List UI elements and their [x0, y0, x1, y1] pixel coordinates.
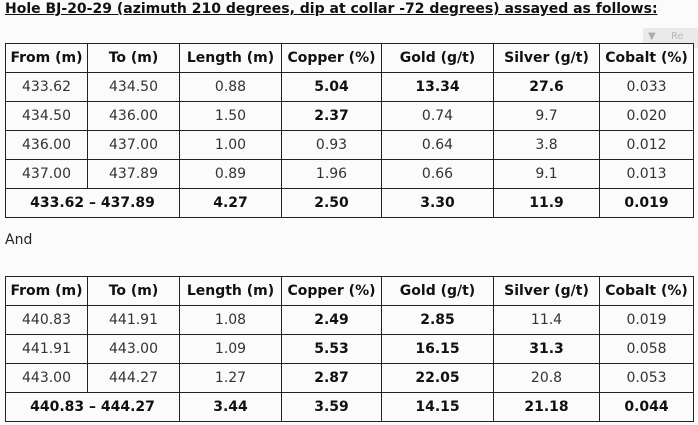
cell-gold: 0.74 — [381, 101, 494, 131]
table-row: 441.91 443.00 1.09 5.53 16.15 31.3 0.058 — [5, 334, 694, 364]
table-body: 433.62 434.50 0.88 5.04 13.34 27.6 0.033 434.50… — [5, 72, 694, 218]
col-header-cobalt: Cobalt (%) — [599, 276, 694, 306]
cell-to: 437.89 — [87, 159, 180, 189]
table-row: 440.83 441.91 1.08 2.49 2.85 11.4 0.019 — [5, 305, 694, 335]
cell-cobalt: 0.020 — [599, 101, 694, 131]
table-header-row: From (m) To (m) Length (m) Copper (%) Go… — [5, 276, 694, 306]
cell-length: 1.00 — [179, 130, 282, 160]
cell-cobalt: 0.053 — [599, 363, 694, 393]
cell-cobalt: 0.013 — [599, 159, 694, 189]
total-silver: 11.9 — [493, 188, 600, 218]
col-header-gold: Gold (g/t) — [381, 276, 494, 306]
page-heading: Hole BJ-20-29 (azimuth 210 degrees, dip … — [5, 1, 658, 17]
total-gold: 14.15 — [381, 392, 494, 422]
table-row: 443.00 444.27 1.27 2.87 22.05 20.8 0.053 — [5, 363, 694, 393]
assay-table-2: From (m) To (m) Length (m) Copper (%) Go… — [5, 276, 694, 422]
cell-gold: 0.64 — [381, 130, 494, 160]
cell-gold: 13.34 — [381, 72, 494, 102]
cell-length: 1.27 — [179, 363, 282, 393]
cell-copper: 1.96 — [281, 159, 382, 189]
col-header-copper: Copper (%) — [281, 276, 382, 306]
col-header-gold: Gold (g/t) — [381, 43, 494, 73]
total-cobalt: 0.019 — [599, 188, 694, 218]
cell-to: 434.50 — [87, 72, 180, 102]
cell-cobalt: 0.012 — [599, 130, 694, 160]
cell-copper: 2.49 — [281, 305, 382, 335]
total-silver: 21.18 — [493, 392, 600, 422]
cell-copper: 5.04 — [281, 72, 382, 102]
cell-from: 434.50 — [5, 101, 88, 131]
col-header-length: Length (m) — [179, 276, 282, 306]
cell-length: 1.08 — [179, 305, 282, 335]
cell-from: 436.00 — [5, 130, 88, 160]
cell-gold: 16.15 — [381, 334, 494, 364]
table-row: 434.50 436.00 1.50 2.37 0.74 9.7 0.020 — [5, 101, 694, 131]
cell-length: 0.89 — [179, 159, 282, 189]
table-row: 436.00 437.00 1.00 0.93 0.64 3.8 0.012 — [5, 130, 694, 160]
cell-cobalt: 0.019 — [599, 305, 694, 335]
widget-label: Re — [671, 31, 684, 42]
cell-to: 444.27 — [87, 363, 180, 393]
col-header-silver: Silver (g/t) — [493, 276, 600, 306]
col-header-copper: Copper (%) — [281, 43, 382, 73]
cell-copper: 2.37 — [281, 101, 382, 131]
cell-silver: 27.6 — [493, 72, 600, 102]
total-length: 4.27 — [179, 188, 282, 218]
cell-copper: 5.53 — [281, 334, 382, 364]
table-header-row: From (m) To (m) Length (m) Copper (%) Go… — [5, 43, 694, 73]
col-header-from: From (m) — [5, 276, 88, 306]
cell-length: 1.09 — [179, 334, 282, 364]
col-header-to: To (m) — [87, 43, 180, 73]
cell-from: 433.62 — [5, 72, 88, 102]
total-row: 440.83 – 444.27 3.44 3.59 14.15 21.18 0.044 — [5, 392, 694, 422]
total-cobalt: 0.044 — [599, 392, 694, 422]
cell-silver: 3.8 — [493, 130, 600, 160]
cell-to: 437.00 — [87, 130, 180, 160]
table-row: 433.62 434.50 0.88 5.04 13.34 27.6 0.033 — [5, 72, 694, 102]
total-row: 433.62 – 437.89 4.27 2.50 3.30 11.9 0.019 — [5, 188, 694, 218]
cell-gold: 22.05 — [381, 363, 494, 393]
cell-to: 436.00 — [87, 101, 180, 131]
cell-silver: 11.4 — [493, 305, 600, 335]
cell-gold: 0.66 — [381, 159, 494, 189]
col-header-to: To (m) — [87, 276, 180, 306]
col-header-from: From (m) — [5, 43, 88, 73]
cell-copper: 0.93 — [281, 130, 382, 160]
cell-silver: 20.8 — [493, 363, 600, 393]
cell-silver: 31.3 — [493, 334, 600, 364]
col-header-silver: Silver (g/t) — [493, 43, 600, 73]
total-length: 3.44 — [179, 392, 282, 422]
cell-from: 437.00 — [5, 159, 88, 189]
cell-copper: 2.87 — [281, 363, 382, 393]
col-header-cobalt: Cobalt (%) — [599, 43, 694, 73]
cell-silver: 9.7 — [493, 101, 600, 131]
cell-from: 440.83 — [5, 305, 88, 335]
total-copper: 2.50 — [281, 188, 382, 218]
cell-cobalt: 0.058 — [599, 334, 694, 364]
total-interval: 440.83 – 444.27 — [5, 392, 180, 422]
col-header-length: Length (m) — [179, 43, 282, 73]
cell-from: 443.00 — [5, 363, 88, 393]
table-row: 437.00 437.89 0.89 1.96 0.66 9.1 0.013 — [5, 159, 694, 189]
assay-table-1: From (m) To (m) Length (m) Copper (%) Go… — [5, 43, 694, 218]
cell-from: 441.91 — [5, 334, 88, 364]
table-body: 440.83 441.91 1.08 2.49 2.85 11.4 0.019 441.91 4… — [5, 305, 694, 422]
cell-cobalt: 0.033 — [599, 72, 694, 102]
cell-length: 1.50 — [179, 101, 282, 131]
cell-to: 443.00 — [87, 334, 180, 364]
chevron-down-icon: ▼ — [648, 31, 656, 42]
cell-gold: 2.85 — [381, 305, 494, 335]
cell-silver: 9.1 — [493, 159, 600, 189]
cell-to: 441.91 — [87, 305, 180, 335]
total-copper: 3.59 — [281, 392, 382, 422]
connector-text: And — [5, 232, 33, 248]
cell-length: 0.88 — [179, 72, 282, 102]
total-gold: 3.30 — [381, 188, 494, 218]
total-interval: 433.62 – 437.89 — [5, 188, 180, 218]
